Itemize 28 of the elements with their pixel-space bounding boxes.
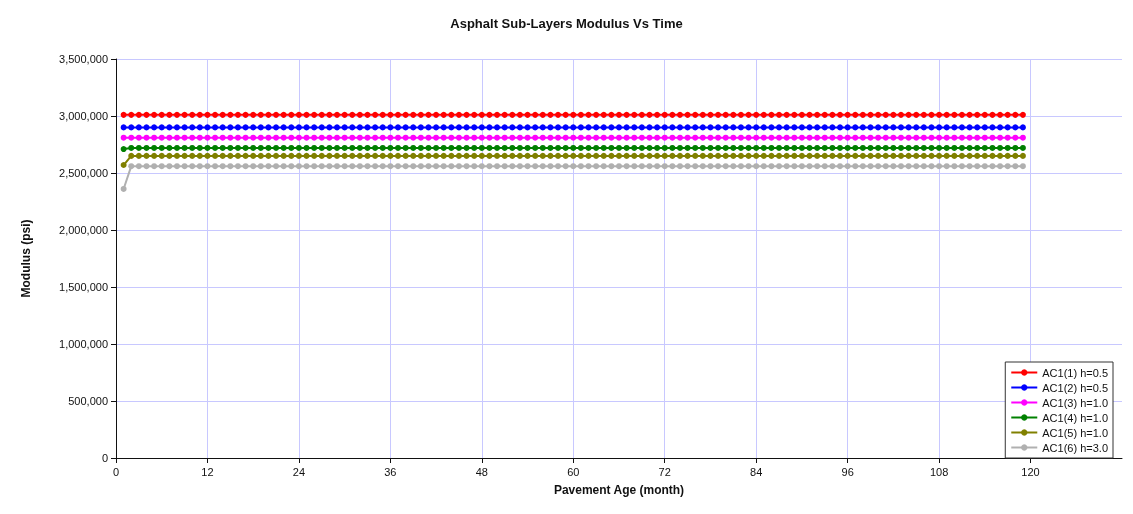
y-tick-label: 1,500,000 (59, 281, 108, 293)
x-axis-title: Pavement Age (month) (553, 483, 685, 497)
x-tick-label: 120 (1021, 465, 1040, 478)
x-tick-label: 72 (658, 465, 671, 478)
y-tick-label: 1,000,000 (59, 338, 108, 350)
chart-title: Asphalt Sub-Layers Modulus Vs Time (450, 16, 683, 31)
y-tick-label: 3,500,000 (59, 53, 108, 65)
x-tick-label: 36 (384, 465, 397, 478)
x-tick-label: 48 (475, 465, 488, 478)
x-tick-label: 60 (567, 465, 580, 478)
legend-label: AC1(1) h=0.5 (1042, 366, 1108, 379)
x-tick-label: 12 (201, 465, 214, 478)
legend-label: AC1(3) h=1.0 (1042, 396, 1108, 409)
legend-label: AC1(6) h=3.0 (1042, 441, 1108, 454)
x-tick-label: 24 (292, 465, 306, 478)
y-tick-label: 2,000,000 (59, 224, 108, 236)
y-tick-label: 3,000,000 (59, 110, 108, 122)
x-tick-label: 108 (929, 465, 949, 478)
y-axis-title: Modulus (psi) (19, 219, 33, 298)
y-tick-label: 500,000 (68, 395, 108, 407)
y-tick-label: 2,500,000 (59, 167, 108, 179)
x-tick-label: 84 (750, 465, 763, 478)
legend-label: AC1(2) h=0.5 (1042, 381, 1108, 394)
x-tick-label: 0 (112, 465, 120, 478)
legend-label: AC1(4) h=1.0 (1042, 411, 1108, 424)
legend-label: AC1(5) h=1.0 (1042, 426, 1108, 439)
y-tick-label: 0 (101, 452, 108, 464)
x-tick-label: 96 (841, 465, 854, 478)
